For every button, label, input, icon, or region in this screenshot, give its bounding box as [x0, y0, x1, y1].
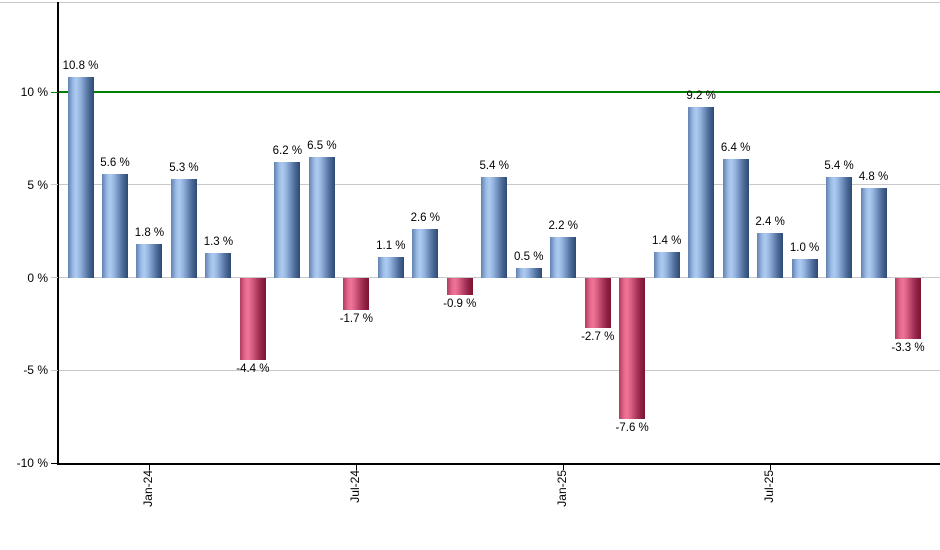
y-tick--5 [51, 369, 58, 371]
bar-23 [860, 188, 887, 278]
bar-6 [274, 162, 301, 278]
bar-7 [308, 156, 335, 278]
bar-24 [895, 278, 922, 340]
bar-13 [515, 268, 542, 278]
bar-17 [653, 251, 680, 278]
x-axis-line [57, 463, 940, 465]
x-axis-label-Jul-24: Jul-24 [348, 470, 363, 503]
bar-value-label-6: 6.2 % [272, 145, 303, 158]
bar-14 [550, 236, 577, 278]
x-axis-label-Jul-25: Jul-25 [762, 470, 777, 503]
x-tick-Jan-25 [563, 465, 565, 470]
y-axis-label-5: 5 % [27, 177, 48, 192]
bar-value-label-15: -2.7 % [581, 331, 615, 344]
bar-value-label-4: 1.3 % [203, 236, 234, 249]
bar-value-label-19: 6.4 % [720, 141, 751, 154]
bar-22 [826, 177, 853, 278]
bar-18 [688, 106, 715, 278]
bar-9 [377, 257, 404, 278]
plot-top-border [0, 2, 940, 3]
x-axis-label-Jan-24: Jan-24 [141, 470, 156, 507]
bar-5 [239, 278, 266, 360]
bar-1 [101, 173, 128, 278]
bar-value-label-20: 2.4 % [755, 215, 785, 228]
x-tick-Jul-25 [770, 465, 772, 470]
bar-19 [722, 158, 749, 278]
bar-value-label-2: 1.8 % [134, 227, 165, 240]
y-tick-5 [51, 184, 58, 186]
bar-value-label-22: 5.4 % [824, 160, 854, 173]
bar-value-label-9: 1.1 % [376, 240, 406, 253]
bar-11 [446, 278, 473, 295]
y-axis-label-10: 10 % [20, 85, 48, 99]
bar-0 [67, 77, 94, 278]
bar-value-label-0: 10.8 % [62, 60, 99, 73]
bar-4 [205, 253, 232, 278]
bar-value-label-3: 5.3 % [169, 162, 199, 175]
bar-value-label-17: 1.4 % [651, 234, 682, 247]
y-tick--10 [51, 462, 58, 464]
x-axis-label-Jan-25: Jan-25 [555, 470, 570, 507]
bar-value-label-12: 5.4 % [479, 160, 509, 173]
bar-value-label-21: 1.0 % [789, 241, 820, 254]
bar-value-label-5: -4.4 % [236, 362, 270, 375]
bar-value-label-18: 9.2 % [686, 89, 716, 102]
bar-10 [412, 229, 439, 278]
y-axis-label--10: -10 % [16, 456, 48, 470]
y-tick-10 [51, 91, 58, 93]
reference-line-10pct [58, 91, 940, 93]
bar-21 [791, 258, 818, 278]
bar-value-label-23: 4.8 % [858, 171, 889, 184]
bar-value-label-8: -1.7 % [339, 312, 373, 325]
bar-20 [757, 232, 784, 278]
bar-value-label-24: -3.3 % [891, 342, 925, 355]
y-axis-label-0: 0 % [27, 270, 48, 285]
bar-value-label-1: 5.6 % [100, 156, 130, 169]
bar-3 [170, 179, 197, 278]
y-axis-label--5: -5 % [23, 363, 48, 378]
bar-16 [619, 278, 646, 419]
bar-value-label-10: 2.6 % [410, 212, 441, 225]
bar-value-label-7: 6.5 % [307, 139, 337, 152]
y-axis-line [57, 2, 59, 464]
bar-value-label-11: -0.9 % [443, 297, 477, 310]
bar-8 [343, 278, 370, 310]
bar-value-label-14: 2.2 % [548, 219, 578, 232]
bar-2 [136, 244, 163, 278]
x-tick-Jan-24 [149, 465, 151, 470]
gridline--5 [58, 369, 940, 371]
bar-value-label-13: 0.5 % [514, 251, 544, 264]
y-tick-0 [51, 277, 58, 278]
bar-value-label-16: -7.6 % [615, 421, 649, 434]
x-tick-Jul-24 [356, 465, 358, 470]
bar-15 [584, 278, 611, 329]
bar-12 [481, 177, 508, 278]
